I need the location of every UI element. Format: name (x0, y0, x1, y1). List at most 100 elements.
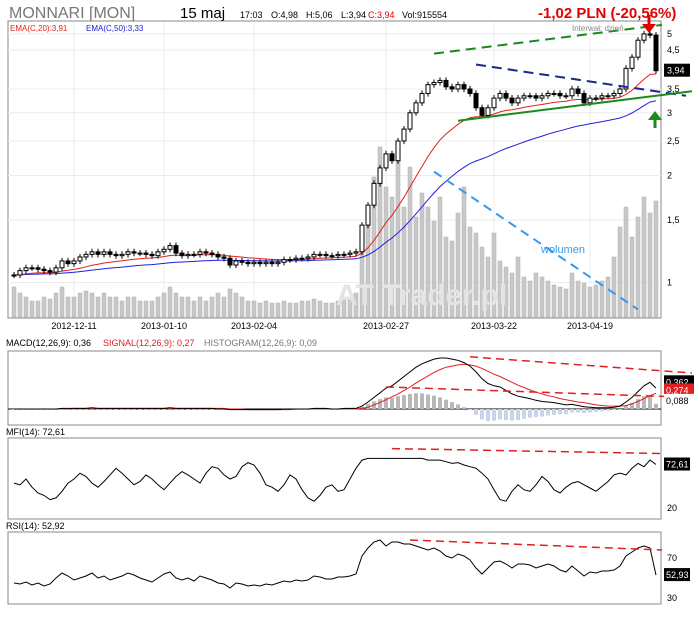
candle (101, 251, 107, 255)
macd-histogram-bar (636, 399, 640, 409)
candle (65, 260, 71, 265)
volume-bar (281, 300, 287, 318)
candle (221, 256, 227, 259)
interval-label: Interwał: dzień (572, 24, 624, 33)
volume-bar (521, 276, 527, 318)
macd-histogram-bar (384, 397, 388, 409)
ohlc-close: C:3,94 (368, 10, 395, 20)
date-tick-label: 2012-12-11 (51, 321, 96, 331)
macd-histogram-bar (540, 409, 544, 417)
volume-bar (569, 272, 575, 318)
volume-bar (59, 286, 65, 318)
candle (227, 257, 233, 266)
volume-bar (647, 212, 653, 318)
volume-bar (599, 280, 605, 318)
candle (371, 182, 377, 206)
candle (353, 251, 359, 254)
price-tick-label: 2,5 (667, 136, 680, 146)
volume-bar (83, 290, 89, 318)
price-tick-label: 1,5 (667, 215, 680, 225)
mfi-value-box (664, 457, 690, 471)
candle (71, 260, 77, 265)
candle (137, 252, 143, 255)
candle (497, 92, 503, 99)
price-tick-label: 3,5 (667, 84, 680, 94)
candle (515, 97, 521, 104)
volume-bar (221, 296, 227, 318)
volume-bar (437, 196, 443, 318)
macd-histogram-bar (582, 409, 586, 414)
volume-bar (419, 192, 425, 318)
volume-bar (251, 300, 257, 318)
volume-bar (581, 282, 587, 318)
macd-signal-legend: SIGNAL(12,26,9): 0,27 (103, 338, 195, 348)
macd-histogram-bar (618, 409, 622, 410)
candle (239, 260, 245, 263)
volume-bar (311, 298, 317, 318)
macd-histogram-bar (366, 403, 370, 409)
candle (275, 261, 281, 265)
volume-bar (53, 292, 59, 318)
candle (641, 33, 647, 41)
candle (35, 267, 41, 270)
candle (431, 82, 437, 86)
macd-value-box (664, 383, 694, 396)
price-tick-label: 4,5 (667, 45, 680, 55)
candle (179, 252, 185, 257)
ticker-title: MONNARI [MON] (9, 5, 135, 22)
macd-histogram-bar (630, 402, 634, 409)
date-tick-label: 2013-01-10 (141, 321, 187, 331)
macd-histogram-bar (390, 397, 394, 409)
candle (623, 67, 629, 90)
candle (167, 245, 173, 250)
price-panel (7, 20, 662, 319)
macd-histogram-bar (426, 394, 430, 409)
volume-annotation: wolumen (540, 244, 585, 256)
candle (143, 252, 149, 255)
volume-bar (137, 300, 143, 318)
candle (599, 95, 605, 99)
macd-histogram-bar (498, 409, 502, 420)
candle (401, 128, 407, 142)
candle (461, 84, 467, 90)
volume-bar (575, 280, 581, 318)
volume-bar (431, 220, 437, 318)
volume-bar (35, 300, 41, 318)
volume-bar (125, 296, 131, 318)
volume-bar (413, 216, 419, 318)
candle (587, 97, 593, 104)
mfi-tick-label: 20 (667, 503, 677, 513)
candle (245, 261, 251, 265)
candle (53, 267, 59, 273)
mfi-line (13, 457, 657, 502)
candle (551, 92, 557, 95)
candle (323, 253, 329, 257)
candle (605, 95, 611, 98)
candle (407, 112, 413, 130)
volume-bar (317, 300, 323, 318)
candle (593, 97, 599, 100)
candle (491, 97, 497, 109)
volume-bar (71, 296, 77, 318)
volume-bar (47, 298, 53, 318)
candle (365, 204, 371, 226)
candle (41, 268, 47, 272)
macd-histogram-bar (108, 409, 112, 410)
candle (359, 224, 365, 253)
volume-bar (323, 302, 329, 318)
volume-bar (653, 200, 659, 318)
macd-histogram-bar (606, 409, 610, 411)
candle (563, 95, 569, 98)
resistance-trendline (433, 23, 663, 55)
macd-histogram-bar (480, 409, 484, 420)
candle (47, 270, 53, 273)
candle (251, 261, 257, 265)
candle (281, 259, 287, 263)
volume-bar (299, 300, 305, 318)
volume-bar (173, 292, 179, 318)
macd-histogram-bar (132, 409, 136, 410)
volume-bar (401, 206, 407, 318)
volume-bar (371, 176, 377, 318)
macd-histogram-bar (576, 409, 580, 413)
macd-tick-label: 0,088 (666, 396, 689, 406)
